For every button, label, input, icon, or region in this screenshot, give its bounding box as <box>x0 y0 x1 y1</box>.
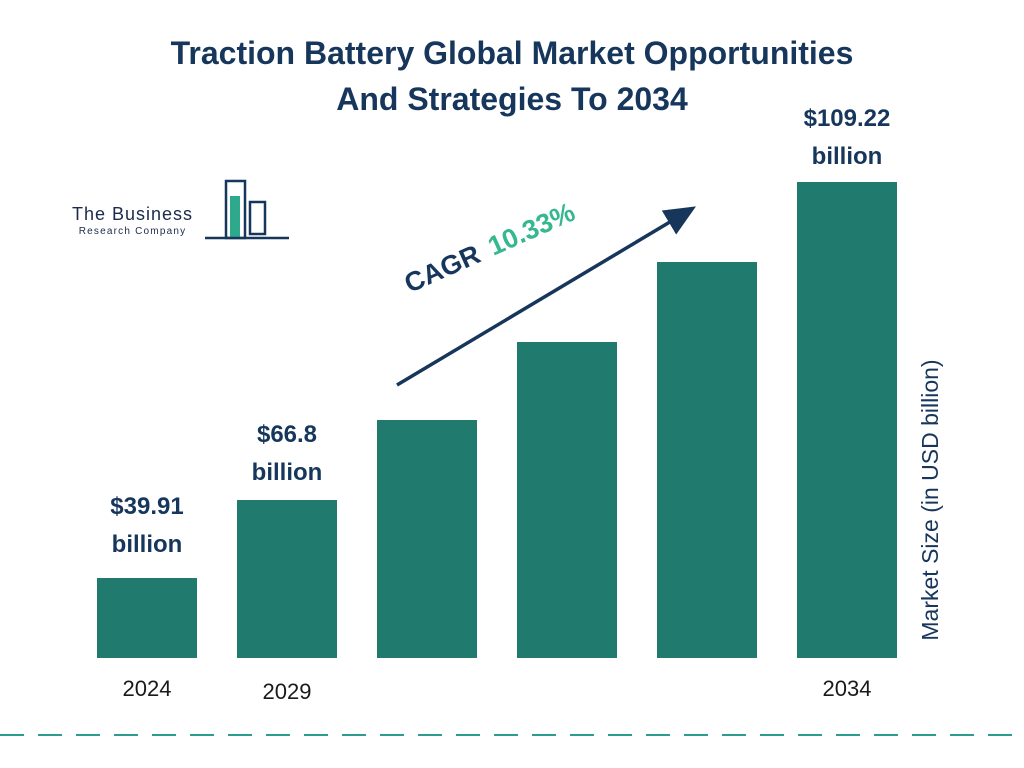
y-axis-label: Market Size (in USD billion) <box>917 359 943 641</box>
value-amount-2034: $109.22 <box>803 105 891 132</box>
cagr-trend-arrow <box>396 206 697 387</box>
bar-intermediate-3 <box>657 262 757 658</box>
value-amount-2024: $39.91 <box>110 493 184 520</box>
bottom-dashed-divider <box>0 734 1024 736</box>
value-amount-2029: $66.8 <box>256 421 318 448</box>
logo-name-top: The Business <box>72 204 194 224</box>
logo-bar-chart-icon <box>205 179 290 240</box>
logo-name-bottom: Research Company <box>78 226 187 237</box>
x-tick-2034: 2034 <box>822 676 872 701</box>
company-logo: The Business Research Company <box>72 178 291 246</box>
company-logo-text: The Business Research Company <box>72 204 193 237</box>
chart-title-line1: Traction Battery Global Market Opportuni… <box>170 35 854 71</box>
bar-2034 <box>797 182 897 658</box>
value-unit-2024: billion <box>111 531 183 558</box>
value-unit-2029: billion <box>251 459 323 486</box>
value-label-2034: $109.22 billion <box>767 100 927 176</box>
x-tick-2029: 2029 <box>262 679 312 704</box>
bar-2024 <box>97 578 197 658</box>
chart-title-line2: And Strategies To 2034 <box>336 81 688 117</box>
bar-intermediate-1 <box>377 420 477 658</box>
bar-2029 <box>237 500 337 658</box>
x-tick-2024: 2024 <box>122 676 172 701</box>
value-label-2024: $39.91 billion <box>67 488 227 564</box>
chart-title: Traction Battery Global Market Opportuni… <box>0 30 1024 122</box>
value-label-2029: $66.8 billion <box>207 416 367 492</box>
bar-group <box>97 182 897 658</box>
bar-intermediate-2 <box>517 342 617 658</box>
value-unit-2034: billion <box>811 143 883 170</box>
